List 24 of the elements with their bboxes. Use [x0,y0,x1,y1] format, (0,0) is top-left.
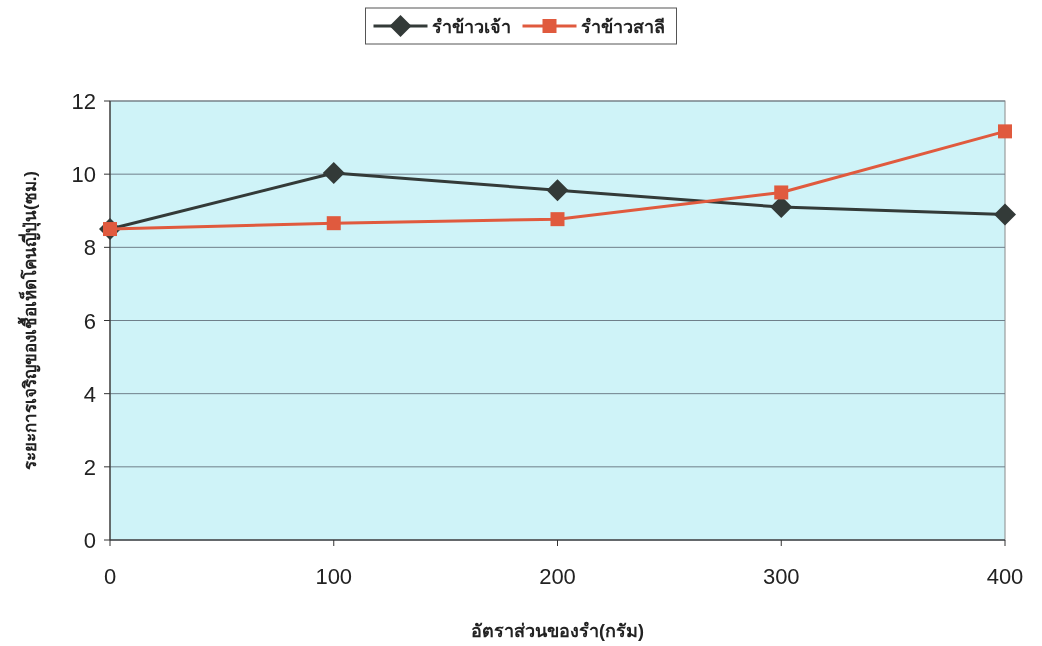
x-tick-label: 300 [762,564,800,589]
y-tick-label: 10 [71,162,96,188]
point [774,185,789,200]
point [322,162,345,185]
y-tick-label: 6 [83,308,96,334]
legend-label: รำข้าวเจ้า [431,17,511,37]
y-axis-title: ระยะการเจริญของเชื้อเห็ดโคนญี่ปุ่น(ซม.) [17,170,41,471]
y-tick-label: 8 [83,235,96,261]
legend-label: รำข้าวสาลี [580,17,665,37]
point [326,216,341,231]
x-axis-title: อัตราส่วนของรำ(กรัม) [471,621,644,641]
point [770,196,793,219]
point [550,212,565,227]
point [994,203,1016,226]
y-tick-label: 4 [83,381,96,407]
y-tick-label: 2 [83,454,96,480]
y-tick-label: 12 [71,89,96,114]
point [546,179,569,202]
x-tick-label: 200 [539,564,576,589]
x-tick-label: 0 [103,564,117,589]
x-tick-label: 100 [315,564,353,589]
y-tick-label: 0 [83,528,96,553]
point [998,124,1012,139]
x-tick-label: 400 [986,564,1024,589]
